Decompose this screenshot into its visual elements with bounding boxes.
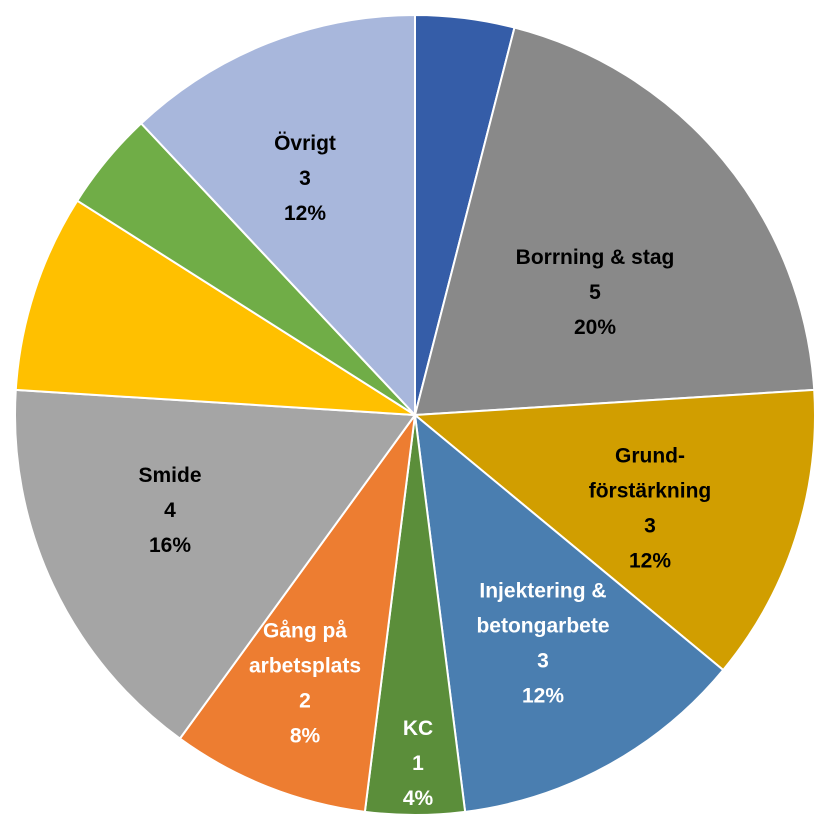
pie-slice-unlabeled-7	[14, 199, 416, 416]
data-label-borrning-stag: Borrning & stag 5 20%	[516, 246, 675, 339]
data-label-grund-förstärkning: Grund-förstärkning 3 12%	[589, 445, 712, 573]
data-label-injektering-betongarbete: Injektering & betongarbete 3 12%	[476, 580, 609, 708]
data-label-gång-på-arbetsplats: Gång på arbetsplats 2 8%	[249, 620, 361, 748]
pie-slice-övrigt	[139, 13, 416, 418]
data-label-kc: KC 1 4%	[403, 717, 434, 810]
pie-slice-grund-förstärkning	[412, 388, 816, 672]
data-label-smide: Smide 4 16%	[138, 464, 201, 557]
pie-slice-smide	[14, 388, 417, 741]
data-label-övrigt: Övrigt 3 12%	[274, 132, 336, 225]
pie-slice-gång-på-arbetsplats	[178, 414, 416, 813]
pie-slice-injektering-betongarbete	[413, 412, 725, 813]
pie-slice-borrning-stag	[413, 26, 816, 417]
